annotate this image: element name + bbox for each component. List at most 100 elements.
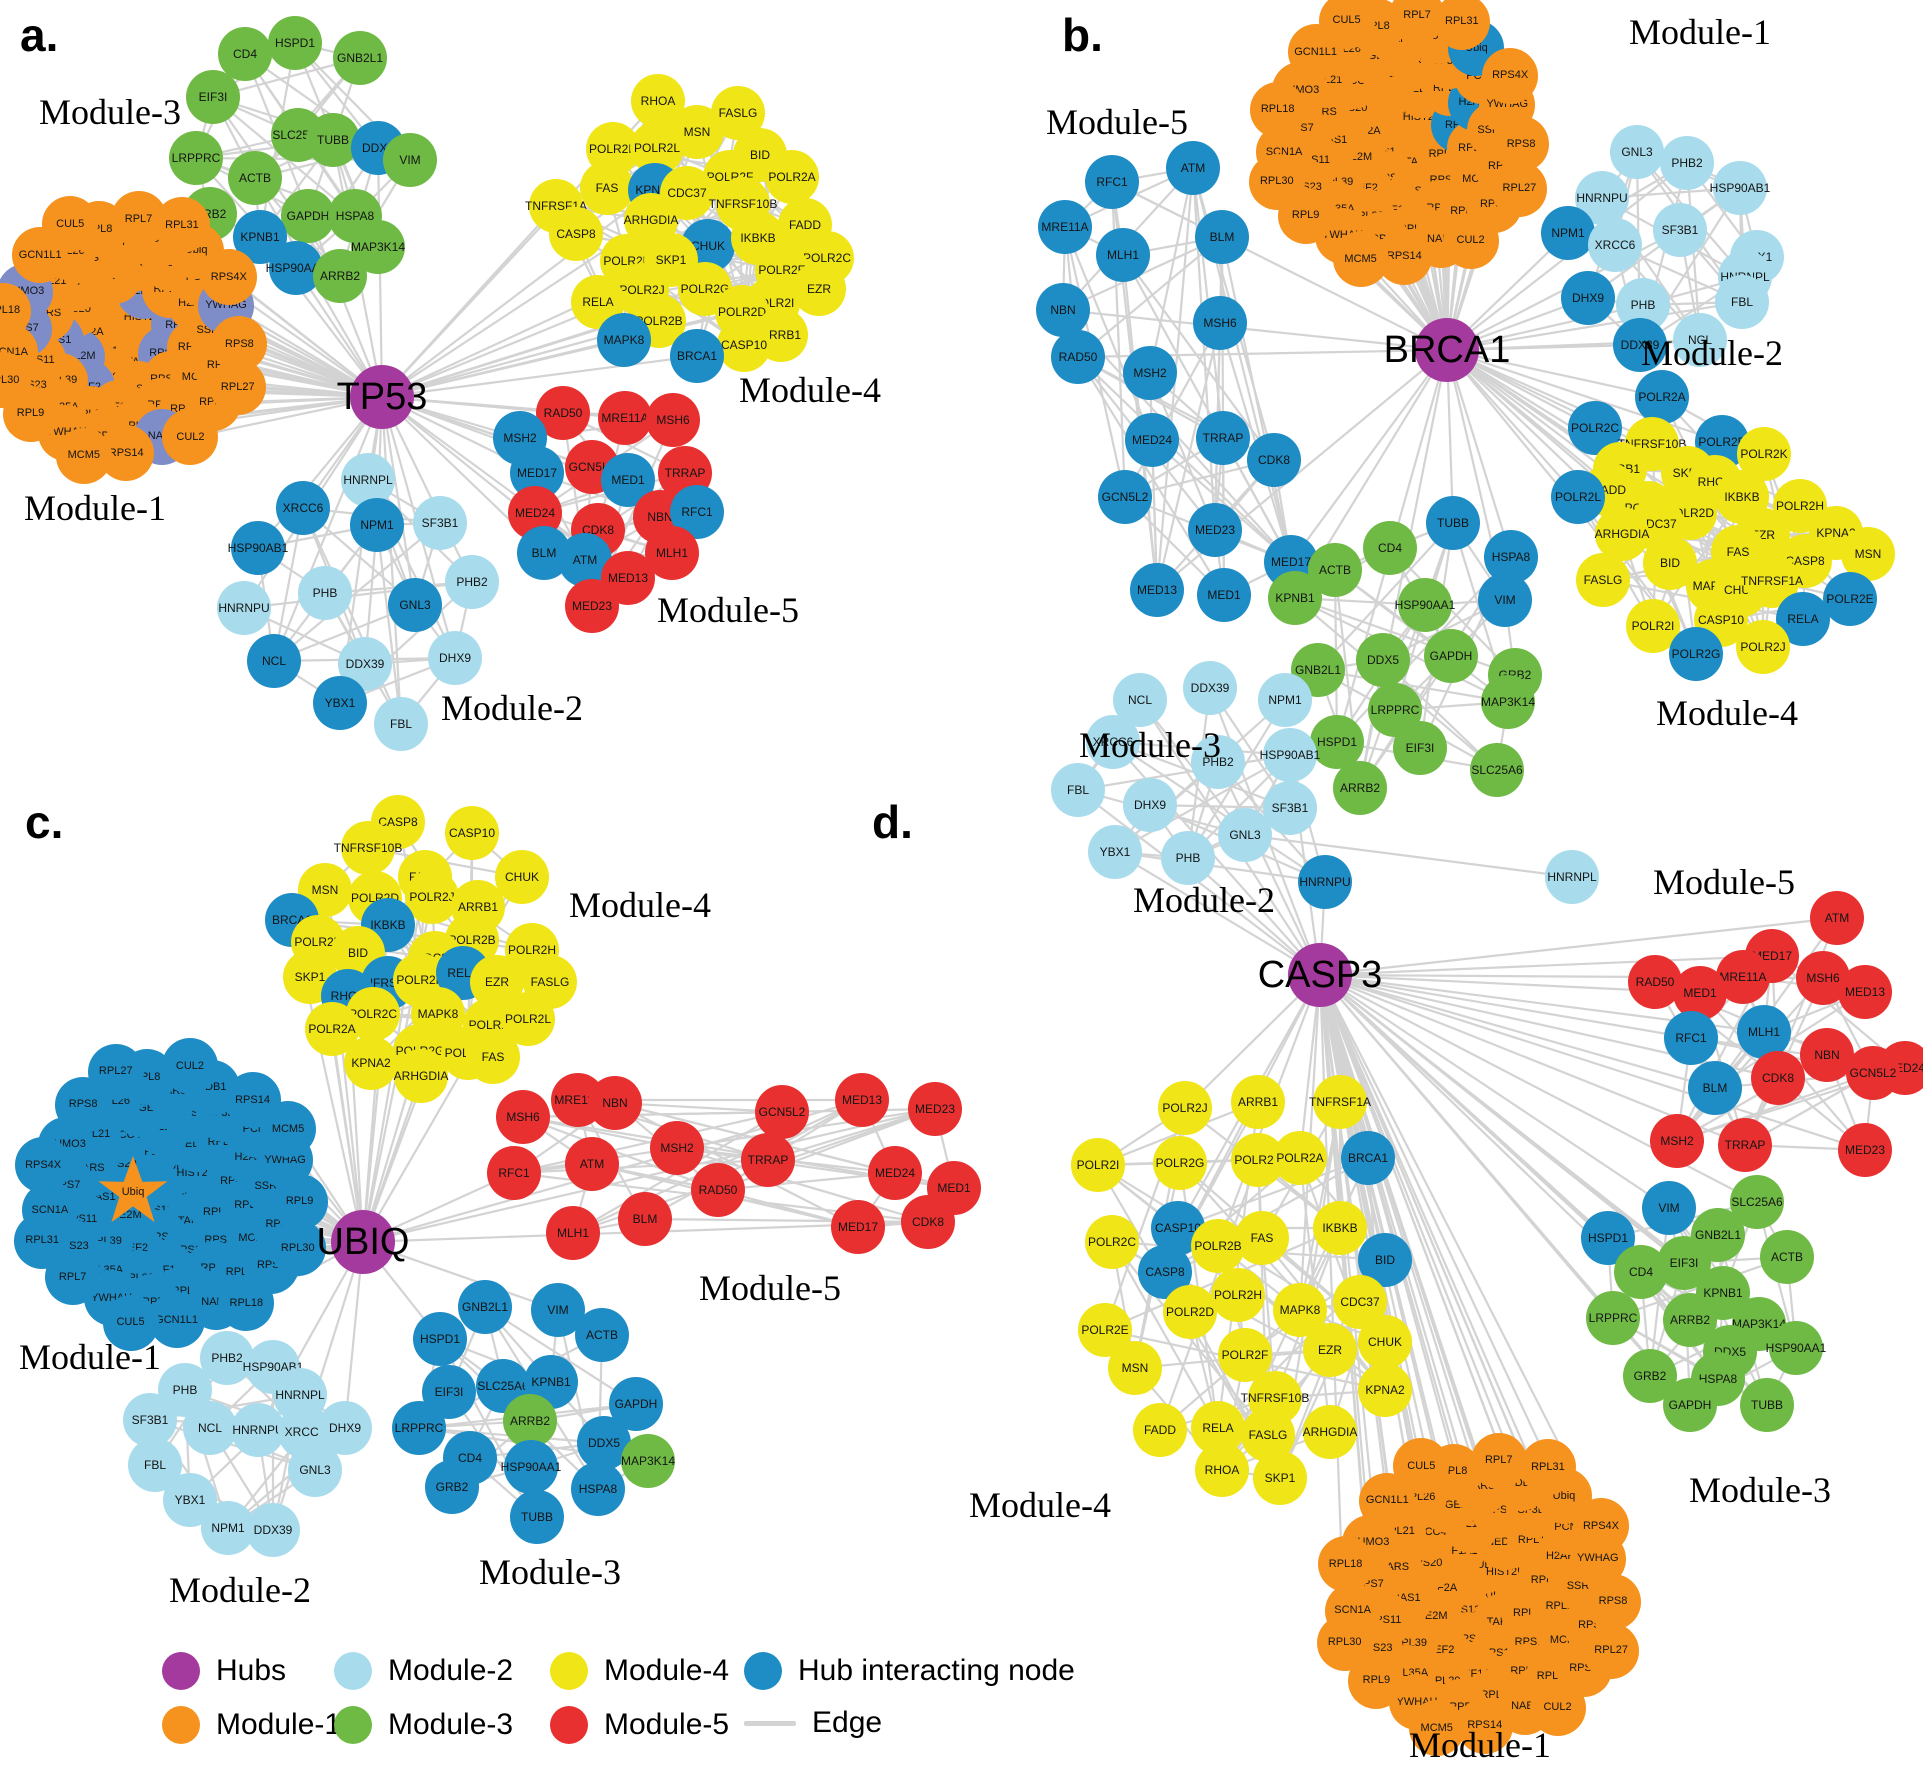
- node-RPL31[interactable]: RPL31: [14, 1212, 71, 1269]
- node-RPL7[interactable]: RPL7: [1470, 1432, 1527, 1489]
- node-MED1[interactable]: MED1: [1197, 568, 1251, 622]
- node-GCN5L2[interactable]: GCN5L2: [1098, 470, 1152, 524]
- node-RPL31[interactable]: RPL31: [1519, 1439, 1576, 1496]
- node-HSPA8[interactable]: HSPA8: [328, 189, 382, 243]
- node-CASP10[interactable]: CASP10: [445, 806, 499, 860]
- node-POLR2G[interactable]: POLR2G: [1153, 1136, 1207, 1190]
- node-MED23[interactable]: MED23: [1188, 503, 1242, 557]
- node-GCN1L1[interactable]: GCN1L1: [148, 1292, 205, 1349]
- node-RPL30[interactable]: RPL30: [1316, 1614, 1373, 1671]
- node-LRPPRC[interactable]: LRPPRC: [1586, 1291, 1640, 1345]
- node-RPL27[interactable]: RPL27: [87, 1043, 144, 1100]
- node-DHX9[interactable]: DHX9: [1123, 778, 1177, 832]
- node-RPL30[interactable]: RPL30: [1248, 153, 1305, 210]
- node-BLM[interactable]: BLM: [618, 1192, 672, 1246]
- node-CASP10[interactable]: CASP10: [717, 318, 771, 372]
- node-GNL3[interactable]: GNL3: [288, 1443, 342, 1497]
- node-MAP3K14[interactable]: MAP3K14: [1481, 675, 1535, 729]
- node-LRPPRC[interactable]: LRPPRC: [169, 131, 223, 185]
- node-KPNA2[interactable]: KPNA2: [344, 1036, 398, 1090]
- node-CASP8[interactable]: CASP8: [549, 207, 603, 261]
- node-HSP90AA1[interactable]: HSP90AA1: [1395, 578, 1455, 632]
- node-RPL31[interactable]: RPL31: [1433, 0, 1490, 50]
- node-POLR2A[interactable]: POLR2A: [765, 150, 819, 204]
- node-RPL30[interactable]: RPL30: [269, 1220, 326, 1277]
- node-RFC1[interactable]: RFC1: [1085, 155, 1139, 209]
- node-MED17[interactable]: MED17: [831, 1200, 885, 1254]
- node-TUBB[interactable]: TUBB: [1426, 496, 1480, 550]
- node-HNRNPU[interactable]: HNRNPU: [231, 1403, 285, 1457]
- hub-UBIQ[interactable]: UBIQ: [317, 1210, 409, 1274]
- node-SLC25A6[interactable]: SLC25A6: [1730, 1175, 1784, 1229]
- node-RPL27[interactable]: RPL27: [1491, 160, 1548, 217]
- node-MED23[interactable]: MED23: [1838, 1123, 1892, 1177]
- node-CUL2[interactable]: CUL2: [1529, 1679, 1586, 1736]
- node-EZR[interactable]: EZR: [1303, 1323, 1357, 1377]
- node-VIM[interactable]: VIM: [383, 133, 437, 187]
- node-RAD50[interactable]: RAD50: [1051, 330, 1105, 384]
- node-CUL5[interactable]: CUL5: [1318, 0, 1375, 49]
- node-MED13[interactable]: MED13: [601, 551, 655, 605]
- node-ARRB2[interactable]: ARRB2: [503, 1394, 557, 1448]
- node-EZR[interactable]: EZR: [792, 262, 846, 316]
- node-ACTB[interactable]: ACTB: [575, 1308, 629, 1362]
- node-RHOA[interactable]: RHOA: [1195, 1443, 1249, 1497]
- node-YBX1[interactable]: YBX1: [1088, 825, 1142, 879]
- node-CD4[interactable]: CD4: [1363, 521, 1417, 575]
- node-DDX39[interactable]: DDX39: [1613, 318, 1667, 372]
- node-HNRNPU[interactable]: HNRNPU: [217, 581, 271, 635]
- node-GAPDH[interactable]: GAPDH: [281, 189, 335, 243]
- node-GNL3[interactable]: GNL3: [388, 578, 442, 632]
- node-ARRB1[interactable]: ARRB1: [1231, 1075, 1285, 1129]
- node-XRCC6[interactable]: XRCC6: [1086, 715, 1140, 769]
- node-MSH2[interactable]: MSH2: [1650, 1114, 1704, 1168]
- node-CUL2[interactable]: CUL2: [161, 1038, 218, 1095]
- node-KPNA2[interactable]: KPNA2: [1358, 1363, 1412, 1417]
- node-RFC1[interactable]: RFC1: [1664, 1011, 1718, 1065]
- node-CD4[interactable]: CD4: [218, 27, 272, 81]
- node-POLR2A[interactable]: POLR2A: [1635, 370, 1689, 424]
- node-SF3B1[interactable]: SF3B1: [413, 496, 467, 550]
- node-MED23[interactable]: MED23: [908, 1082, 962, 1136]
- node-MSH6[interactable]: MSH6: [646, 393, 700, 447]
- node-DDX5[interactable]: DDX5: [577, 1416, 631, 1470]
- node-TRRAP[interactable]: TRRAP: [1196, 411, 1250, 465]
- node-RPS4X[interactable]: RPS4X: [1482, 47, 1539, 104]
- node-GAPDH[interactable]: GAPDH: [1424, 629, 1478, 683]
- node-PHB[interactable]: PHB: [298, 566, 352, 620]
- node-MSH6[interactable]: MSH6: [1193, 296, 1247, 350]
- node-RPL27[interactable]: RPL27: [1583, 1622, 1640, 1679]
- hub-CASP3[interactable]: CASP3: [1258, 943, 1382, 1007]
- node-MED13[interactable]: MED13: [1130, 563, 1184, 617]
- node-ATM[interactable]: ATM: [565, 1137, 619, 1191]
- node-YBX1[interactable]: YBX1: [313, 676, 367, 730]
- node-MRE11A[interactable]: MRE11A: [598, 391, 652, 445]
- hub-BRCA1[interactable]: BRCA1: [1384, 318, 1510, 382]
- node-FBL[interactable]: FBL: [1715, 275, 1769, 329]
- node-POLR2A[interactable]: POLR2A: [1273, 1131, 1327, 1185]
- node-RPL18[interactable]: RPL18: [1249, 81, 1306, 138]
- node-TUBB[interactable]: TUBB: [510, 1490, 564, 1544]
- node-MLH1[interactable]: MLH1: [546, 1206, 600, 1260]
- node-PHB2[interactable]: PHB2: [445, 555, 499, 609]
- node-SLC25A6[interactable]: SLC25A6: [1470, 743, 1524, 797]
- node-ARHGDIA[interactable]: ARHGDIA: [394, 1049, 448, 1103]
- node-MSH6[interactable]: MSH6: [496, 1090, 550, 1144]
- node-HNRNPL[interactable]: HNRNPL: [341, 453, 395, 507]
- node-RPS14[interactable]: RPS14: [1456, 1697, 1513, 1754]
- node-HSPD1[interactable]: HSPD1: [1310, 715, 1364, 769]
- node-HSP90AB1[interactable]: HSP90AB1: [1260, 728, 1320, 782]
- node-POLR2E[interactable]: POLR2E: [1823, 572, 1877, 626]
- node-MED1[interactable]: MED1: [601, 453, 655, 507]
- node-MED24[interactable]: MED24: [1125, 413, 1179, 467]
- node-SKP1[interactable]: SKP1: [1253, 1451, 1307, 1505]
- node-TNFRSF10B[interactable]: TNFRSF10B: [334, 821, 402, 875]
- node-RPL18[interactable]: RPL18: [1317, 1536, 1374, 1593]
- node-NBN[interactable]: NBN: [588, 1076, 642, 1130]
- node-PHB2[interactable]: PHB2: [200, 1331, 254, 1385]
- node-TRRAP[interactable]: TRRAP: [1718, 1118, 1772, 1172]
- node-ARRB2[interactable]: ARRB2: [313, 249, 367, 303]
- node-MCM5[interactable]: MCM5: [260, 1101, 317, 1158]
- node-DDX5[interactable]: DDX5: [1356, 633, 1410, 687]
- node-CDK8[interactable]: CDK8: [1247, 433, 1301, 487]
